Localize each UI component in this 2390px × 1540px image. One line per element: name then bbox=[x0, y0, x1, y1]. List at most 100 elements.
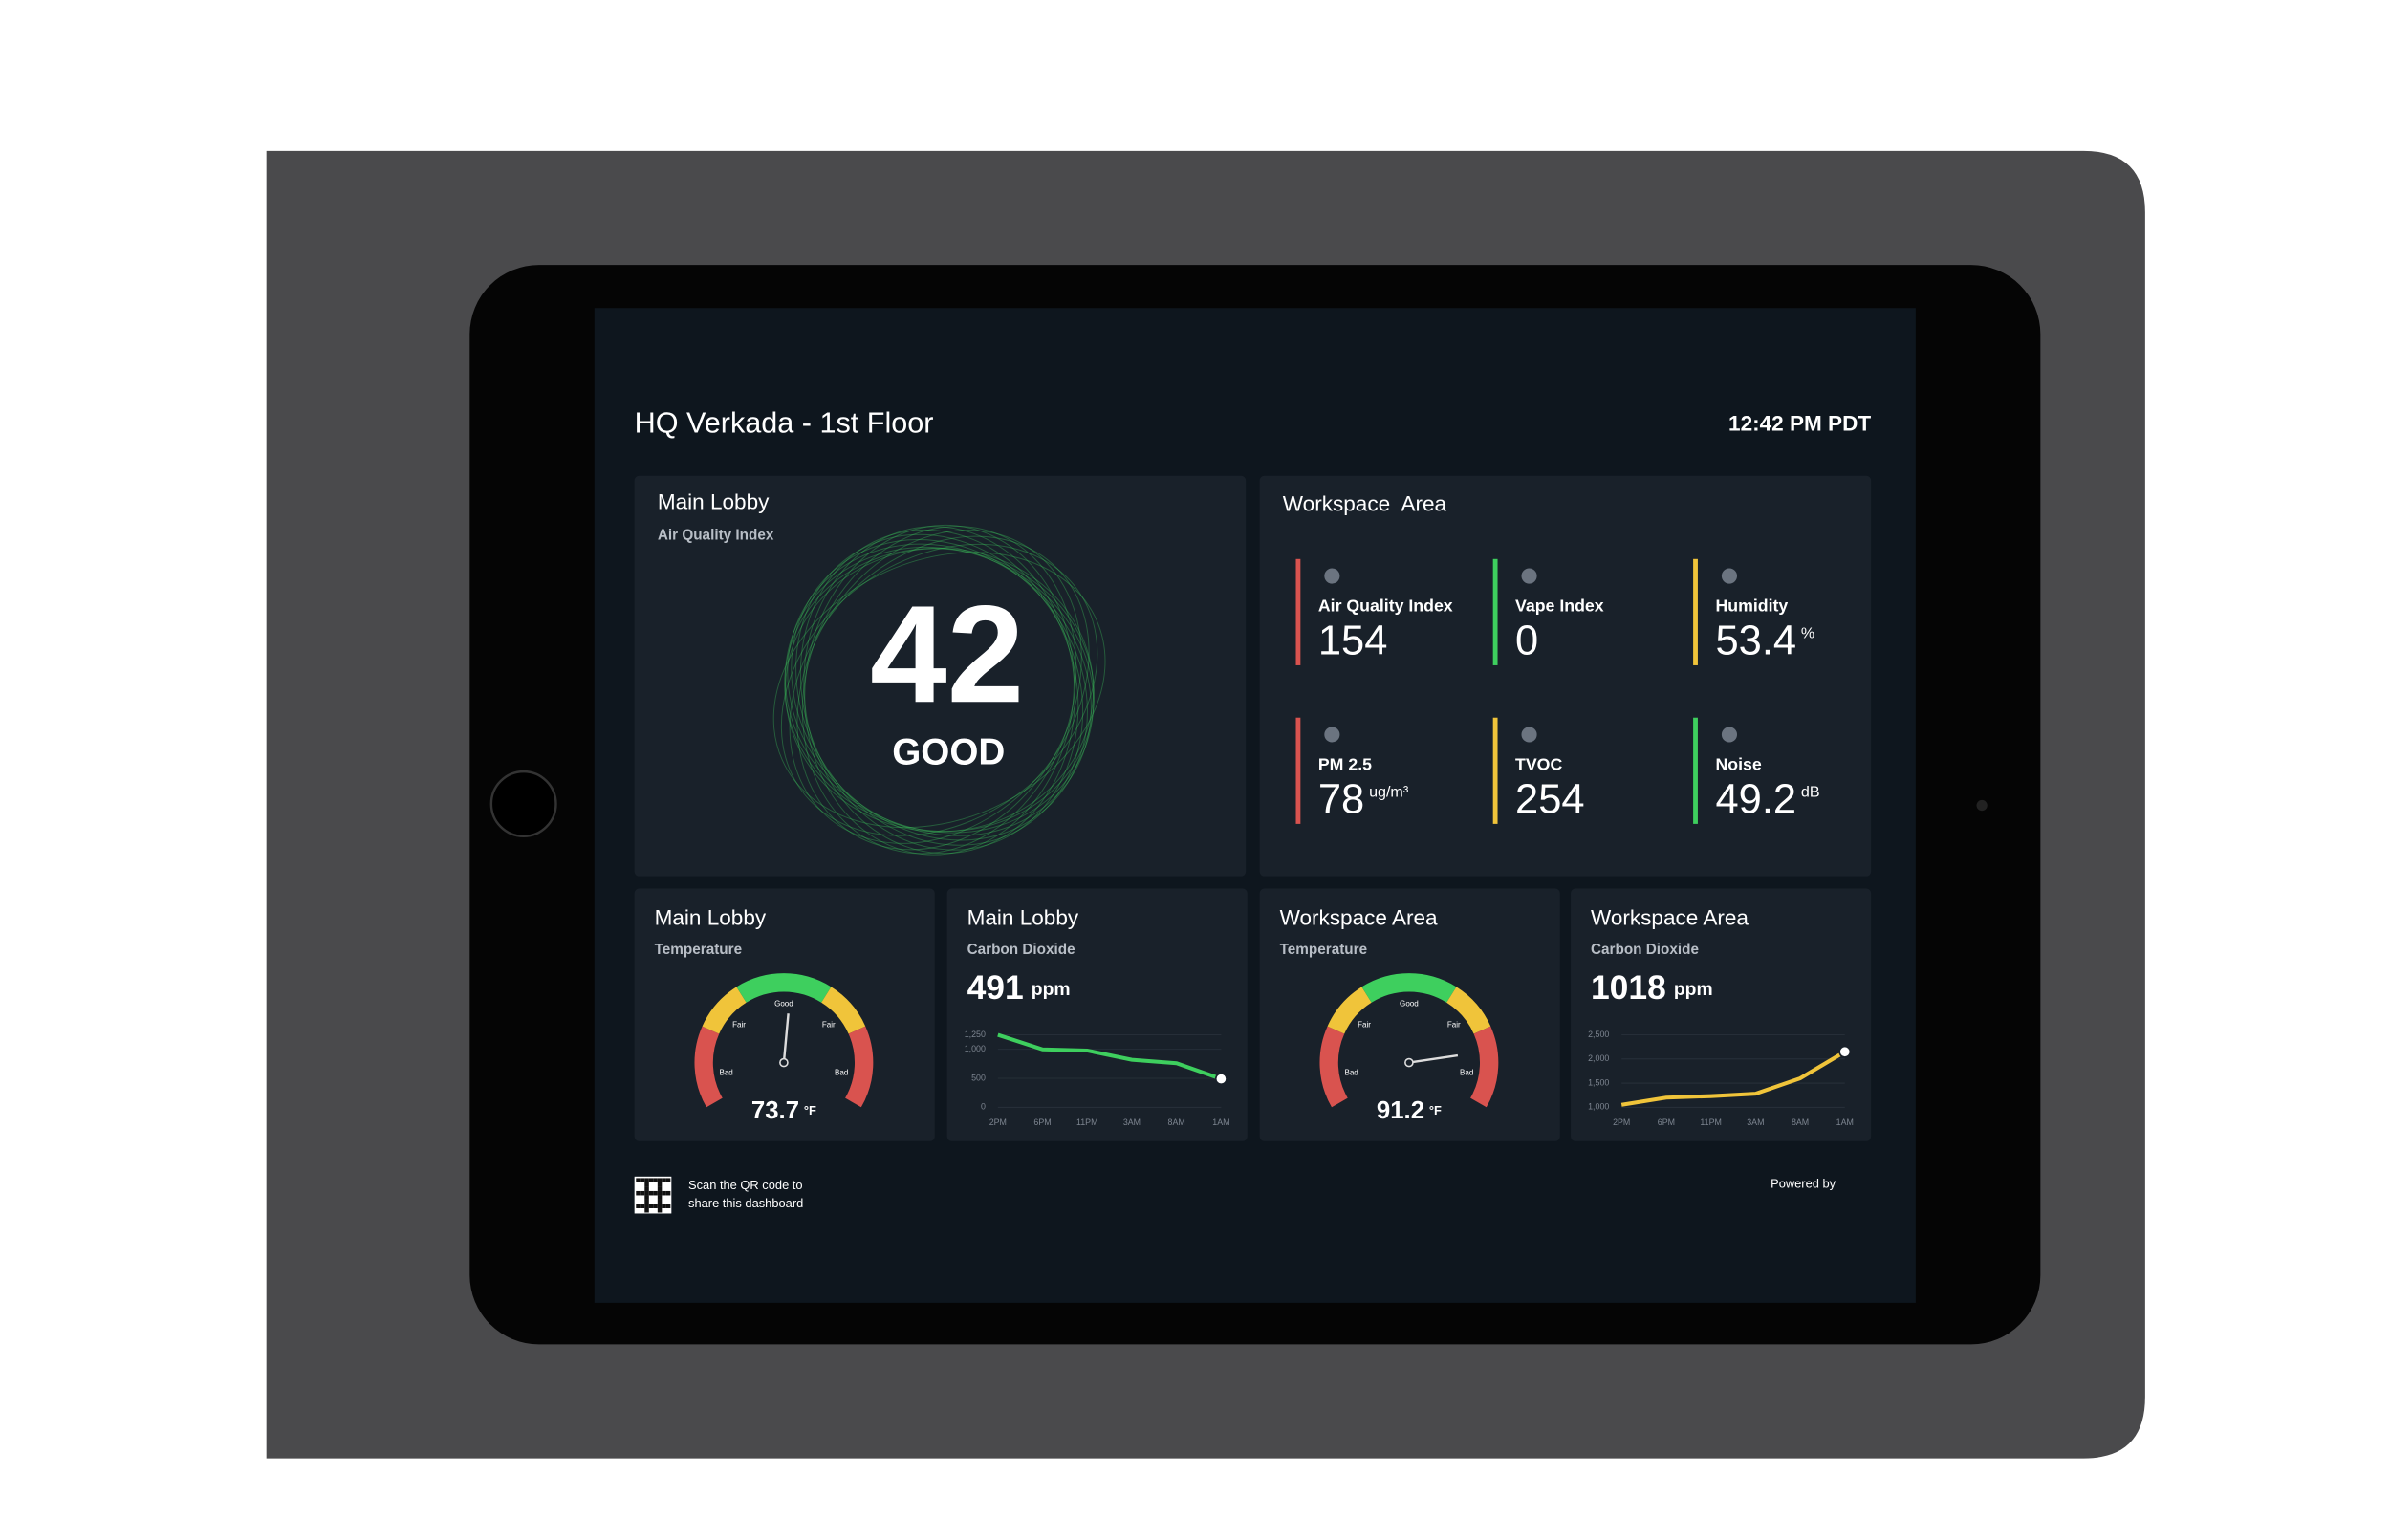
qr-cell bbox=[644, 1182, 649, 1187]
tile-title: Main Lobby bbox=[655, 906, 767, 930]
home-button[interactable] bbox=[489, 770, 557, 837]
tile-value: 1018 ppm bbox=[1591, 968, 1713, 1007]
metric-label: PM 2.5 bbox=[1318, 754, 1372, 773]
qr-cell bbox=[662, 1178, 666, 1182]
metric-label: Noise bbox=[1715, 754, 1761, 773]
qr-text: Scan the QR code to bbox=[688, 1178, 803, 1192]
ring-line bbox=[803, 526, 1076, 855]
metric-value: 49.2 dB bbox=[1715, 777, 1819, 823]
qr-cell bbox=[636, 1178, 641, 1182]
camera bbox=[1976, 799, 1988, 812]
metric-number: 49.2 bbox=[1715, 777, 1796, 823]
y-tick-label: 500 bbox=[971, 1073, 986, 1082]
tile-subtitle: Temperature bbox=[655, 942, 743, 958]
metric-value: 78 ug/m³ bbox=[1318, 777, 1409, 823]
qr-cell bbox=[657, 1190, 663, 1196]
gauge-label: Fair bbox=[1358, 1020, 1371, 1029]
qr-cell bbox=[657, 1186, 663, 1191]
x-tick-label: 1AM bbox=[1836, 1117, 1854, 1127]
value-number: 1018 bbox=[1591, 968, 1666, 1007]
x-tick-label: 11PM bbox=[1700, 1117, 1721, 1127]
x-tick-label: 2PM bbox=[989, 1117, 1007, 1127]
metric-value: 154 bbox=[1318, 618, 1388, 664]
qr-cell bbox=[644, 1178, 649, 1182]
ring-line bbox=[801, 526, 1077, 855]
value-unit: °F bbox=[1429, 1104, 1442, 1118]
metric-icon bbox=[1521, 568, 1537, 584]
aqi-ring bbox=[772, 524, 1106, 856]
panel-subtitle: Air Quality Index bbox=[658, 528, 774, 544]
value-number: 491 bbox=[967, 968, 1024, 1007]
gauge-arc bbox=[702, 987, 747, 1034]
qr-cell bbox=[644, 1195, 649, 1200]
gauge-arc bbox=[1445, 987, 1491, 1034]
qr-cell bbox=[644, 1207, 649, 1213]
qr-cell bbox=[653, 1204, 658, 1208]
metric-bar bbox=[1693, 558, 1698, 665]
metric-unit: ug/m³ bbox=[1369, 784, 1409, 801]
qr-text: share this dashboard bbox=[688, 1196, 803, 1210]
needle-hub bbox=[779, 1057, 789, 1068]
main-panel bbox=[634, 475, 1247, 877]
ring-line bbox=[787, 543, 1092, 836]
ring-line bbox=[795, 533, 1084, 846]
metric-bar bbox=[1492, 717, 1498, 824]
qr-cell bbox=[648, 1190, 654, 1196]
gauge-arc bbox=[1327, 987, 1372, 1034]
metric-icon bbox=[1721, 727, 1738, 743]
data-line bbox=[997, 1032, 1223, 1081]
qr-cell bbox=[644, 1199, 649, 1204]
tile-value: 491 ppm bbox=[967, 968, 1071, 1007]
data-line bbox=[1620, 1050, 1846, 1107]
qr-cell bbox=[636, 1204, 641, 1208]
y-tick-label: 1,250 bbox=[965, 1030, 986, 1039]
metric-label: Air Quality Index bbox=[1318, 596, 1453, 615]
y-tick-label: 1,500 bbox=[1588, 1077, 1609, 1087]
y-tick-label: 0 bbox=[981, 1102, 986, 1112]
tile-title: Main Lobby bbox=[967, 906, 1079, 930]
metric-label: Humidity bbox=[1715, 596, 1788, 615]
x-tick-label: 8AM bbox=[1792, 1117, 1809, 1127]
gauge-arc bbox=[1319, 1026, 1348, 1108]
tile-subtitle: Temperature bbox=[1280, 942, 1368, 958]
value-number: 73.7 bbox=[751, 1097, 799, 1124]
gauge-value: 91.2 °F bbox=[1377, 1097, 1442, 1124]
metric-bar bbox=[1295, 717, 1301, 824]
qr-code[interactable] bbox=[634, 1176, 672, 1214]
metric-number: 254 bbox=[1515, 777, 1585, 823]
value-unit: °F bbox=[804, 1104, 816, 1118]
metric-icon bbox=[1721, 568, 1738, 584]
qr-cell bbox=[640, 1190, 645, 1196]
x-tick-label: 6PM bbox=[1033, 1117, 1051, 1127]
metric-value: 254 bbox=[1515, 777, 1585, 823]
qr-cell bbox=[640, 1204, 645, 1208]
qr-cell bbox=[648, 1178, 654, 1182]
ring-line bbox=[789, 535, 1090, 844]
y-tick-label: 1,000 bbox=[1588, 1102, 1609, 1112]
qr-cell bbox=[665, 1178, 671, 1182]
gauge-label: Good bbox=[1400, 999, 1419, 1008]
x-tick-label: 2PM bbox=[1613, 1117, 1630, 1127]
metric-label: Vape Index bbox=[1515, 596, 1604, 615]
gauge-label: Fair bbox=[1447, 1020, 1461, 1029]
tile-title: Workspace Area bbox=[1280, 906, 1438, 930]
qr-cell bbox=[657, 1195, 663, 1200]
gauge-arc bbox=[1469, 1026, 1499, 1108]
gauge-label: Bad bbox=[1344, 1068, 1358, 1076]
value-number: 91.2 bbox=[1377, 1097, 1424, 1124]
x-tick-label: 3AM bbox=[1123, 1117, 1141, 1127]
qr-cell bbox=[662, 1190, 666, 1196]
metric-bar bbox=[1295, 558, 1301, 665]
last-point bbox=[1214, 1073, 1228, 1086]
metric-label: TVOC bbox=[1515, 754, 1562, 773]
dashboard-title: HQ Verkada - 1st Floor bbox=[635, 407, 934, 440]
qr-cell bbox=[657, 1204, 663, 1208]
qr-cell bbox=[662, 1204, 666, 1208]
qr-cell bbox=[657, 1207, 663, 1213]
metric-unit: dB bbox=[1801, 784, 1820, 801]
metric-unit: % bbox=[1801, 625, 1814, 642]
metric-number: 0 bbox=[1515, 618, 1538, 664]
qr-cell bbox=[653, 1190, 658, 1196]
panel-title: Main Lobby bbox=[658, 490, 770, 514]
